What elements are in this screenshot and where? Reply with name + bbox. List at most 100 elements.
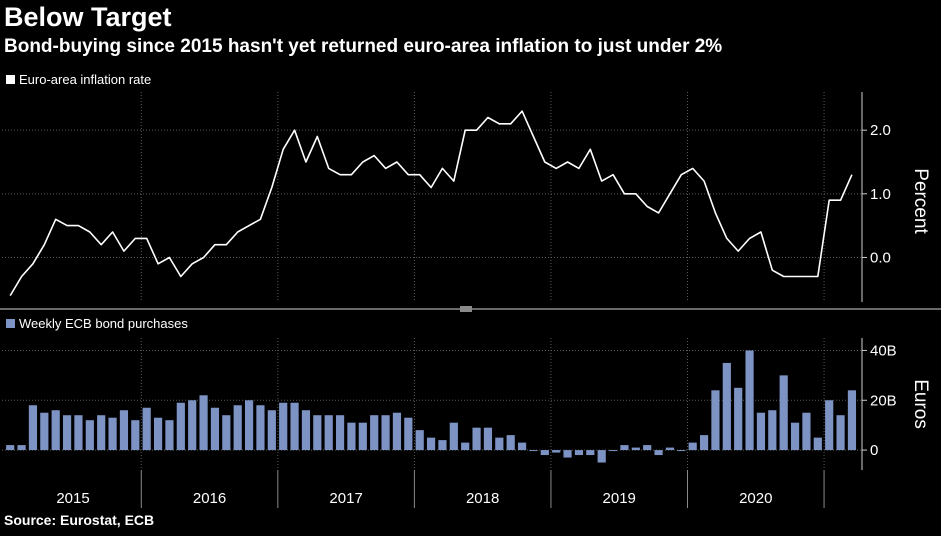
bar [790, 422, 800, 451]
y-tick-label-bottom: 20B [870, 392, 897, 409]
bar [825, 400, 834, 451]
bar [17, 445, 26, 451]
bar [665, 447, 675, 451]
source-note: Source: Eurostat, ECB [4, 512, 155, 528]
bar [699, 435, 709, 451]
bar [131, 420, 140, 451]
bar [483, 427, 493, 451]
bar [119, 410, 129, 451]
bar [847, 390, 857, 451]
bar [51, 410, 60, 451]
y-axis-label-bottom: Euros [910, 379, 931, 429]
bar [688, 442, 697, 451]
x-tick-label: 2015 [56, 490, 89, 507]
bar [597, 450, 606, 463]
bar [415, 430, 424, 451]
bar [461, 442, 470, 451]
bar [404, 417, 413, 451]
bar [677, 450, 686, 452]
bar [779, 375, 788, 451]
x-tick-label: 2016 [193, 490, 226, 507]
bar [392, 412, 402, 451]
bar [370, 415, 379, 451]
bar [449, 422, 458, 451]
legend-inflation: Euro-area inflation rate [6, 72, 151, 87]
bar [426, 437, 436, 451]
bar [654, 450, 663, 456]
bar [165, 420, 174, 451]
bar [381, 415, 390, 451]
bar [711, 390, 720, 451]
legend-inflation-label: Euro-area inflation rate [19, 72, 152, 87]
bar [722, 362, 731, 451]
bar [335, 415, 345, 451]
bar [28, 405, 38, 451]
chart-subtitle: Bond-buying since 2015 hasn't yet return… [4, 36, 723, 57]
bar [74, 415, 83, 451]
bar [142, 407, 151, 451]
bar [574, 450, 584, 456]
bar [176, 402, 185, 451]
bar [108, 417, 117, 451]
x-tick-label: 2019 [603, 490, 636, 507]
bar-series [6, 350, 857, 463]
bar [279, 402, 288, 451]
y-tick-label-top: 1.0 [870, 186, 891, 203]
bar [267, 410, 276, 451]
y-tick-label-top: 0.0 [870, 249, 891, 266]
y-axis-label-top: Percent [910, 168, 931, 234]
bar [745, 350, 754, 451]
bar [540, 450, 549, 456]
bar [97, 415, 106, 451]
bar [6, 445, 15, 451]
bar [85, 420, 94, 451]
chart-title: Below Target [4, 2, 172, 32]
bar [608, 450, 618, 452]
bar [586, 450, 595, 456]
bar [506, 435, 515, 451]
bar [517, 442, 527, 451]
bar [222, 415, 231, 451]
bar [313, 415, 322, 451]
bar [563, 450, 572, 458]
bar [188, 400, 197, 451]
bar [358, 422, 367, 451]
bar [153, 417, 163, 451]
bar [199, 395, 208, 451]
bar [438, 440, 447, 451]
bar [495, 437, 504, 451]
bar [552, 450, 561, 453]
bar [529, 450, 538, 452]
line-series [9, 110, 853, 297]
y-tick-label-bottom: 0 [870, 442, 878, 459]
legend-bond-purchases: Weekly ECB bond purchases [6, 316, 188, 331]
bar [40, 412, 49, 451]
legend-inflation-swatch [6, 75, 15, 84]
bar [256, 405, 265, 451]
bar [734, 387, 743, 451]
bar [768, 410, 777, 451]
bar [244, 400, 254, 451]
bar [756, 412, 766, 451]
y-tick-label-bottom: 40B [870, 342, 897, 359]
axes: 0.0 1.0 2.0 0 20B 40B Percent Euros 2015 2016 2017… [0, 92, 941, 508]
panel-resize-handle [460, 306, 472, 312]
bar [631, 447, 640, 451]
inflation-line [9, 110, 853, 297]
bar [290, 402, 299, 451]
gridlines [2, 92, 862, 470]
y-tick-label-top: 2.0 [870, 122, 891, 139]
bar [233, 405, 242, 451]
bar [62, 415, 72, 451]
bar [347, 422, 356, 451]
bar [472, 427, 481, 451]
bar [643, 445, 652, 451]
bar [620, 445, 629, 451]
bar [324, 415, 333, 451]
bar [210, 407, 220, 451]
x-tick-label: 2017 [329, 490, 362, 507]
x-tick-label: 2020 [739, 490, 772, 507]
bar [836, 415, 845, 451]
bar [301, 410, 311, 451]
